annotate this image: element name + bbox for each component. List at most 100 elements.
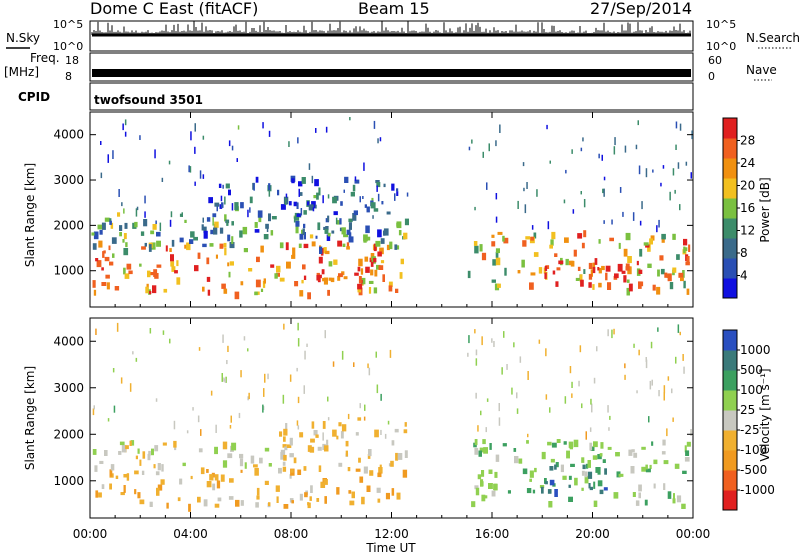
heatmap-cell — [171, 239, 175, 247]
heatmap-cell — [690, 172, 692, 179]
heatmap-cell — [120, 492, 125, 496]
heatmap-cell — [223, 288, 228, 294]
heatmap-cell — [598, 239, 601, 244]
heatmap-cell — [214, 474, 219, 481]
heatmap-cell — [529, 478, 532, 482]
heatmap-cell — [262, 122, 264, 129]
heatmap-cell — [605, 272, 608, 281]
heatmap-cell — [402, 469, 408, 478]
heatmap-cell — [590, 269, 593, 277]
heatmap-cell — [116, 322, 119, 332]
heatmap-cell — [283, 323, 285, 330]
heatmap-cell — [467, 270, 471, 279]
heatmap-cell — [391, 488, 395, 496]
power-colorbar-segment — [723, 198, 737, 219]
heatmap-cell — [653, 483, 656, 489]
heatmap-cell — [603, 487, 608, 491]
heatmap-cell — [169, 338, 171, 344]
heatmap-cell — [332, 361, 335, 367]
heatmap-cell — [677, 162, 680, 169]
heatmap-cell — [206, 276, 211, 282]
heatmap-cell — [357, 283, 363, 290]
heatmap-cell — [139, 459, 142, 466]
heatmap-cell — [608, 427, 610, 431]
heatmap-cell — [348, 218, 353, 223]
heatmap-cell — [341, 227, 346, 235]
heatmap-cell — [492, 259, 497, 266]
heatmap-cell — [352, 184, 356, 192]
heatmap-cell — [173, 440, 177, 448]
heatmap-cell — [243, 336, 246, 341]
heatmap-cell — [645, 359, 648, 369]
heatmap-cell — [219, 204, 223, 209]
heatmap-cell — [193, 236, 198, 241]
heatmap-cell — [597, 267, 600, 271]
heatmap-cell — [139, 263, 142, 267]
heatmap-cell — [568, 496, 573, 502]
heatmap-cell — [351, 491, 355, 499]
heatmap-cell — [214, 446, 218, 455]
heatmap-cell — [222, 334, 224, 343]
heatmap-cell — [477, 474, 482, 480]
heatmap-cell — [596, 346, 598, 352]
heatmap-cell — [322, 421, 326, 429]
heatmap-cell — [112, 150, 114, 159]
heatmap-cell — [685, 450, 690, 456]
heatmap-cell — [206, 469, 209, 473]
heatmap-cell — [226, 219, 229, 226]
heatmap-cell — [651, 379, 653, 386]
heatmap-cell — [323, 226, 327, 230]
heatmap-cell — [513, 448, 517, 452]
velocity-colorbar-segment — [723, 410, 737, 431]
heatmap-cell — [253, 182, 255, 191]
heatmap-cell — [231, 442, 237, 451]
heatmap-cell — [318, 187, 321, 196]
heatmap-cell — [93, 405, 95, 410]
heatmap-cell — [194, 123, 196, 132]
heatmap-cell — [135, 208, 138, 217]
heatmap-cell — [666, 428, 668, 437]
heatmap-cell — [480, 410, 482, 416]
heatmap-cell — [92, 243, 97, 250]
velocity-colorbar-segment — [723, 390, 737, 411]
heatmap-cell — [486, 398, 489, 402]
heatmap-cell — [165, 245, 168, 252]
heatmap-cell — [517, 270, 521, 274]
heatmap-cell — [335, 217, 338, 225]
heatmap-cell — [638, 281, 642, 289]
heatmap-cell — [214, 503, 220, 508]
heatmap-cell — [101, 267, 104, 271]
heatmap-cell — [625, 263, 630, 271]
heatmap-cell — [102, 251, 105, 258]
heatmap-cell — [212, 483, 216, 491]
heatmap-cell — [406, 192, 409, 197]
heatmap-cell — [647, 263, 652, 268]
heatmap-cell — [638, 492, 641, 499]
heatmap-cell — [474, 447, 479, 455]
heatmap-cell — [307, 292, 311, 300]
heatmap-cell — [289, 374, 292, 382]
heatmap-cell — [607, 329, 609, 337]
heatmap-cell — [212, 213, 217, 218]
heatmap-cell — [137, 448, 140, 454]
heatmap-cell — [92, 449, 97, 455]
heatmap-cell — [394, 244, 398, 250]
power-ytick-label: 4000 — [53, 128, 84, 142]
heatmap-cell — [604, 468, 607, 475]
heatmap-cell — [577, 233, 583, 239]
heatmap-cell — [574, 477, 578, 486]
heatmap-cell — [106, 282, 110, 290]
heatmap-cell — [170, 261, 175, 267]
heatmap-cell — [609, 415, 611, 420]
heatmap-cell — [342, 243, 346, 247]
heatmap-cell — [661, 236, 665, 243]
heatmap-cell — [377, 193, 380, 202]
heatmap-cell — [622, 211, 624, 217]
heatmap-cell — [255, 502, 259, 508]
heatmap-cell — [157, 484, 163, 491]
heatmap-cell — [363, 466, 368, 474]
heatmap-cell — [491, 490, 496, 497]
heatmap-cell — [322, 195, 324, 204]
heatmap-cell — [549, 407, 551, 413]
heatmap-cell — [588, 483, 591, 489]
